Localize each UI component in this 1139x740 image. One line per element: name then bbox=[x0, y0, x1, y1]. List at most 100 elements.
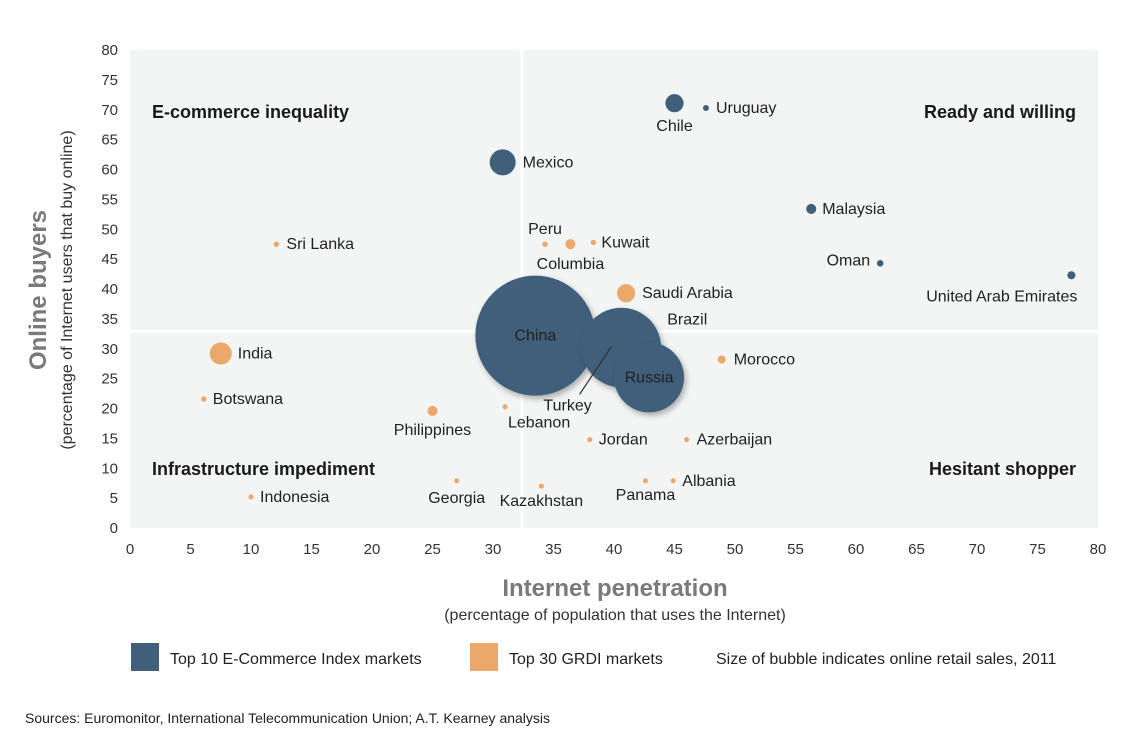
bubble-indonesia bbox=[248, 494, 254, 500]
bubble-kazakhstan bbox=[538, 483, 544, 489]
data-point: Morocco bbox=[717, 352, 795, 369]
data-point: Uruguay bbox=[702, 100, 776, 117]
turkey-leader-line bbox=[579, 346, 613, 395]
x-tick-label: 55 bbox=[787, 541, 804, 558]
x-axis-subtitle: (percentage of population that uses the … bbox=[444, 607, 786, 624]
bubble-jordan bbox=[587, 437, 593, 443]
data-label: United Arab Emirates bbox=[926, 288, 1077, 305]
data-label: Kazakhstan bbox=[500, 493, 584, 510]
quadrant-label-top-right: Ready and willing bbox=[924, 102, 1076, 122]
bubble-peru bbox=[542, 241, 548, 247]
data-label: Saudi Arabia bbox=[642, 285, 733, 302]
x-tick-label: 50 bbox=[727, 541, 744, 558]
bubble-saudi-arabia bbox=[617, 284, 636, 303]
data-label: Sri Lanka bbox=[286, 236, 354, 253]
bubble-india bbox=[209, 342, 232, 365]
data-point: Jordan bbox=[587, 432, 648, 449]
x-tick-label: 30 bbox=[485, 541, 502, 558]
y-tick-label: 15 bbox=[101, 430, 118, 447]
legend-label-grdi: Top 30 GRDI markets bbox=[509, 651, 663, 668]
y-tick-label: 50 bbox=[101, 221, 118, 238]
legend-label-top10: Top 10 E-Commerce Index markets bbox=[170, 651, 422, 668]
data-label: Chile bbox=[656, 118, 693, 135]
y-tick-label: 10 bbox=[101, 460, 118, 477]
y-tick-label: 20 bbox=[101, 401, 118, 418]
data-label: India bbox=[238, 346, 273, 363]
y-axis-subtitle: (percentage of Internet users that buy o… bbox=[59, 130, 76, 449]
data-label: Kuwait bbox=[601, 234, 650, 251]
data-label: Panama bbox=[616, 487, 676, 504]
x-tick-label: 25 bbox=[424, 541, 441, 558]
x-tick-label: 45 bbox=[666, 541, 683, 558]
source-note: Sources: Euromonitor, International Tele… bbox=[25, 710, 550, 726]
x-tick-label: 35 bbox=[545, 541, 562, 558]
bubble-morocco bbox=[717, 355, 726, 364]
bubble-botswana bbox=[201, 396, 207, 402]
y-tick-label: 35 bbox=[101, 311, 118, 328]
y-tick-label: 0 bbox=[110, 520, 118, 537]
bubble-oman bbox=[876, 260, 884, 267]
data-point: Chile bbox=[656, 94, 693, 135]
y-tick-label: 30 bbox=[101, 341, 118, 358]
data-point: Russia bbox=[614, 342, 685, 413]
data-point: Columbia bbox=[537, 239, 604, 273]
bubble-azerbaijan bbox=[684, 437, 690, 443]
bubble-albania bbox=[670, 478, 676, 484]
x-tick-label: 15 bbox=[303, 541, 320, 558]
y-tick-label: 45 bbox=[101, 251, 118, 268]
data-label: Oman bbox=[827, 252, 871, 269]
data-point: Botswana bbox=[201, 391, 283, 408]
data-label: Georgia bbox=[428, 490, 485, 507]
x-tick-label: 0 bbox=[126, 541, 134, 558]
bubble-columbia bbox=[565, 239, 576, 250]
legend-size-note: Size of bubble indicates online retail s… bbox=[716, 651, 1056, 668]
bubble-malaysia bbox=[806, 203, 817, 214]
y-tick-label: 55 bbox=[101, 191, 118, 208]
data-label: Albania bbox=[682, 473, 735, 490]
x-axis-title: Internet penetration bbox=[502, 575, 727, 602]
bubble-lebanon bbox=[502, 404, 508, 410]
quadrant-label-top-left: E-commerce inequality bbox=[152, 102, 349, 122]
data-point: Albania bbox=[670, 473, 736, 490]
bubble-united-arab-emirates bbox=[1067, 271, 1076, 280]
quadrant-label-bottom-right: Hesitant shopper bbox=[929, 459, 1076, 479]
data-point: Sri Lanka bbox=[273, 236, 354, 253]
x-tick-label: 75 bbox=[1029, 541, 1046, 558]
data-point: Philippines bbox=[394, 405, 471, 439]
quadrant-label-bottom-left: Infrastructure impediment bbox=[152, 459, 375, 479]
data-point: Indonesia bbox=[248, 489, 329, 506]
x-tick-label: 20 bbox=[364, 541, 381, 558]
x-tick-label: 70 bbox=[969, 541, 986, 558]
data-point: Oman bbox=[827, 252, 884, 269]
data-label: Mexico bbox=[523, 154, 574, 171]
data-point: Malaysia bbox=[806, 201, 885, 218]
data-point: Azerbaijan bbox=[684, 432, 772, 449]
data-label: China bbox=[514, 328, 556, 345]
bubble-uruguay bbox=[702, 104, 709, 111]
plot-area bbox=[130, 50, 1098, 528]
data-point: China bbox=[475, 275, 596, 396]
data-label: Azerbaijan bbox=[697, 432, 773, 449]
bubble-panama bbox=[642, 478, 648, 484]
bubble-chile bbox=[665, 94, 684, 113]
bubble-sri-lanka bbox=[273, 241, 280, 247]
y-axis-title: Online buyers bbox=[25, 210, 52, 370]
data-label: Peru bbox=[528, 221, 562, 238]
legend: Top 10 E-Commerce Index markets Top 30 G… bbox=[131, 643, 1056, 671]
data-point: Saudi Arabia bbox=[617, 284, 733, 303]
x-tick-label: 60 bbox=[848, 541, 865, 558]
y-tick-label: 60 bbox=[101, 162, 118, 179]
y-tick-label: 80 bbox=[101, 42, 118, 59]
y-tick-label: 70 bbox=[101, 102, 118, 119]
bubble-philippines bbox=[427, 405, 438, 416]
x-tick-label: 65 bbox=[908, 541, 925, 558]
y-tick-label: 25 bbox=[101, 371, 118, 388]
data-point: United Arab Emirates bbox=[926, 271, 1077, 305]
x-tick-label: 80 bbox=[1090, 541, 1107, 558]
data-label: Russia bbox=[625, 369, 674, 386]
y-tick-label: 75 bbox=[101, 72, 118, 89]
data-label: Indonesia bbox=[260, 489, 329, 506]
data-label: Uruguay bbox=[716, 100, 776, 117]
x-tick-label: 10 bbox=[243, 541, 260, 558]
